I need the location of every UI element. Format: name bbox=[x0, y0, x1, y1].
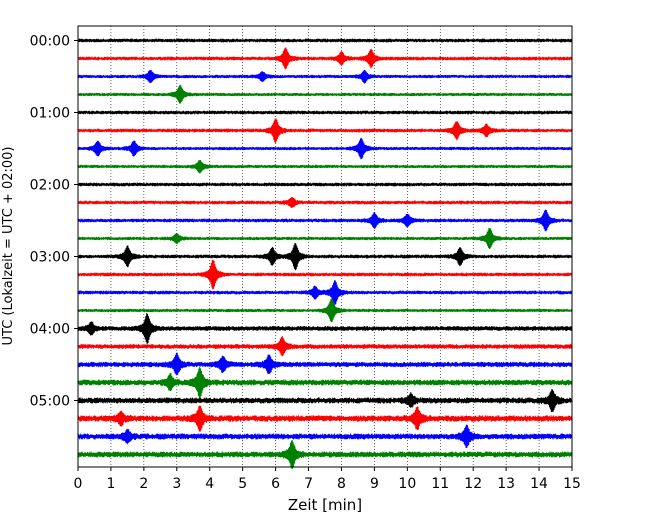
seismic-trace bbox=[77, 388, 573, 413]
x-tick-label: 13 bbox=[497, 476, 515, 492]
seismic-trace bbox=[77, 159, 573, 174]
x-tick-label: 1 bbox=[106, 476, 115, 492]
seismic-trace bbox=[77, 424, 573, 449]
x-tick-label: 7 bbox=[304, 476, 313, 492]
y-tick-label: 05:00 bbox=[30, 394, 70, 410]
x-tick-label: 3 bbox=[172, 476, 181, 492]
traces bbox=[77, 38, 573, 469]
seismic-trace bbox=[77, 137, 573, 160]
y-tick-label: 02:00 bbox=[30, 178, 70, 194]
x-tick-label: 0 bbox=[74, 476, 83, 492]
seismic-trace bbox=[77, 242, 573, 271]
seismic-trace bbox=[77, 118, 573, 144]
y-tick-label: 04:00 bbox=[30, 322, 70, 338]
plot-frame bbox=[77, 25, 573, 468]
seismic-trace bbox=[77, 280, 573, 306]
seismic-trace bbox=[77, 227, 573, 250]
seismic-trace bbox=[77, 298, 573, 323]
seismic-trace bbox=[77, 69, 573, 84]
y-tick-label: 01:00 bbox=[30, 106, 70, 122]
x-tick-label: 15 bbox=[563, 476, 581, 492]
x-tick-label: 6 bbox=[271, 476, 280, 492]
y-tick-label: 03:00 bbox=[30, 250, 70, 266]
x-tick-label: 10 bbox=[398, 476, 416, 492]
seismic-trace bbox=[77, 259, 573, 290]
x-axis-ticks: 0 1 2 3 4 5 6 7 8 9 10 11 12 13 14 15 bbox=[74, 467, 581, 492]
x-tick-label: 9 bbox=[370, 476, 379, 492]
y-axis-ticks: 00:00 01:00 02:00 03:00 04:00 05:00 bbox=[30, 34, 78, 410]
x-tick-label: 12 bbox=[464, 476, 482, 492]
seismic-trace bbox=[77, 84, 573, 104]
seismic-trace bbox=[77, 182, 573, 187]
seismic-trace bbox=[77, 196, 573, 209]
x-tick-label: 14 bbox=[530, 476, 548, 492]
seismic-trace bbox=[77, 366, 573, 398]
y-axis-label: UTC (Lokalzeit = UTC + 02:00) bbox=[1, 147, 16, 346]
x-tick-label: 5 bbox=[238, 476, 247, 492]
seismic-trace bbox=[77, 439, 573, 469]
seismic-trace bbox=[77, 335, 573, 357]
seismic-trace bbox=[77, 405, 573, 432]
seismic-trace bbox=[77, 110, 573, 115]
y-tick-label: 00:00 bbox=[30, 34, 70, 50]
x-tick-label: 11 bbox=[431, 476, 449, 492]
seismic-trace bbox=[77, 312, 573, 345]
seismic-trace bbox=[77, 209, 573, 232]
seismic-trace bbox=[77, 38, 573, 43]
seismic-trace bbox=[77, 47, 573, 70]
x-tick-label: 2 bbox=[139, 476, 148, 492]
x-tick-label: 8 bbox=[337, 476, 346, 492]
x-tick-label: 4 bbox=[205, 476, 214, 492]
seismic-trace bbox=[77, 352, 573, 376]
x-axis-label: Zeit [min] bbox=[288, 496, 362, 514]
